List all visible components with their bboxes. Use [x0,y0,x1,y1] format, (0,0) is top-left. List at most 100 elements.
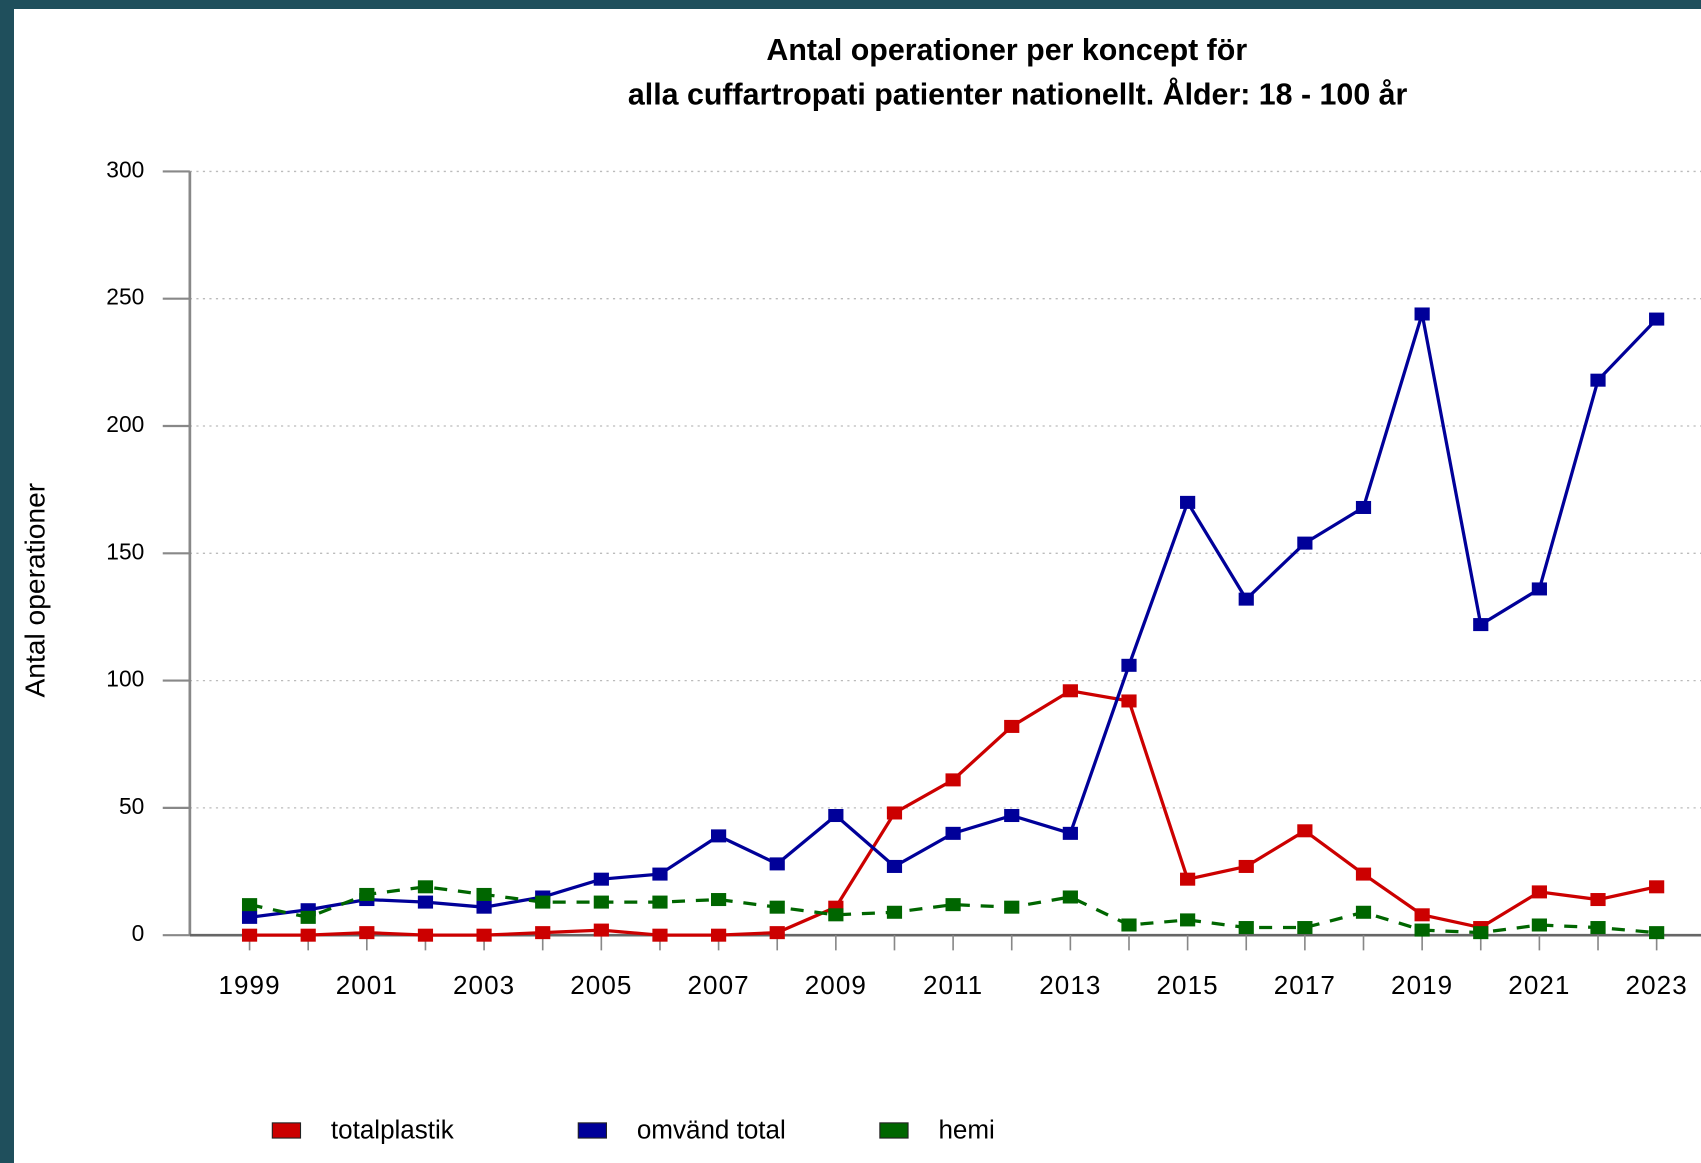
point [241,928,258,942]
point [417,880,434,894]
y-tick-label: 0 [132,920,145,946]
point [1590,373,1606,387]
point [476,887,492,901]
point [593,895,609,909]
legend-label: totalplastik [331,1114,455,1144]
y-tick-label: 300 [106,156,144,182]
point [1414,923,1430,937]
point [417,895,434,909]
x-tick-label: 2009 [805,970,867,1000]
point [241,898,258,912]
x-tick-label: 2023 [1626,970,1688,1000]
point [1414,307,1430,321]
point [359,887,375,901]
x-tick-label: 2021 [1508,970,1570,1000]
point [1121,694,1137,708]
background [14,9,1701,1163]
chart-subtitle: alla cuffartropati patienter nationellt.… [628,79,1408,112]
point [1649,926,1665,940]
point [1649,312,1665,326]
point [1649,880,1665,894]
x-tick-label: 2011 [923,970,983,1000]
point [1238,592,1254,606]
y-tick-label: 200 [106,411,144,437]
point [828,908,844,922]
point [593,872,609,886]
point [535,895,551,909]
point [769,900,785,914]
legend-swatch [879,1122,909,1139]
point [1180,872,1196,886]
point [828,809,844,823]
point [886,859,903,873]
point [1004,719,1020,733]
point [886,806,903,820]
legend-label: hemi [938,1114,994,1144]
point [241,910,258,924]
x-tick-label: 2005 [570,970,632,1000]
point [593,923,609,937]
point [1238,859,1254,873]
x-tick-label: 2015 [1157,970,1219,1000]
x-tick-label: 2003 [453,970,515,1000]
point [769,926,785,940]
point [945,898,961,912]
point [476,900,492,914]
point [1062,826,1078,840]
point [1590,893,1606,907]
point [945,826,961,840]
point [1355,905,1372,919]
point [300,910,316,924]
point [1062,890,1078,904]
point [1355,867,1372,881]
point [1590,921,1606,935]
point [1004,900,1020,914]
point [535,926,551,940]
point [886,905,903,919]
point [652,867,668,881]
x-tick-label: 2013 [1039,970,1101,1000]
point [1531,918,1547,932]
point [359,926,375,940]
x-tick-label: 2001 [336,970,398,1000]
x-tick-label: 2017 [1274,970,1336,1000]
y-tick-label: 150 [106,538,144,564]
point [652,895,668,909]
legend-swatch [577,1122,608,1139]
point [1004,809,1020,823]
point [1238,921,1254,935]
y-tick-label: 50 [119,793,144,819]
y-tick-label: 100 [106,666,144,692]
point [711,893,727,907]
point [1531,885,1547,899]
point [769,857,785,871]
point [1180,913,1196,927]
y-tick-label: 250 [106,284,144,310]
point [711,829,727,843]
point [1180,495,1196,509]
x-tick-label: 2019 [1391,970,1453,1000]
point [1414,908,1430,922]
point [945,773,961,787]
point [1473,926,1489,940]
point [476,928,492,942]
x-tick-label: 1999 [218,970,280,1000]
point [1121,658,1137,672]
point [417,928,434,942]
legend-label: omvänd total [637,1114,786,1144]
point [1297,921,1313,935]
point [300,928,316,942]
point [1473,618,1489,632]
x-tick-label: 2007 [687,970,749,1000]
y-axis-label: Antal operationer [18,483,50,698]
point [1355,500,1372,514]
point [1531,582,1547,596]
point [1062,684,1078,698]
point [1297,536,1313,550]
point [711,928,727,942]
point [652,928,668,942]
legend-swatch [271,1122,302,1139]
plot: Antal operationer per koncept för alla c… [18,34,1701,1144]
